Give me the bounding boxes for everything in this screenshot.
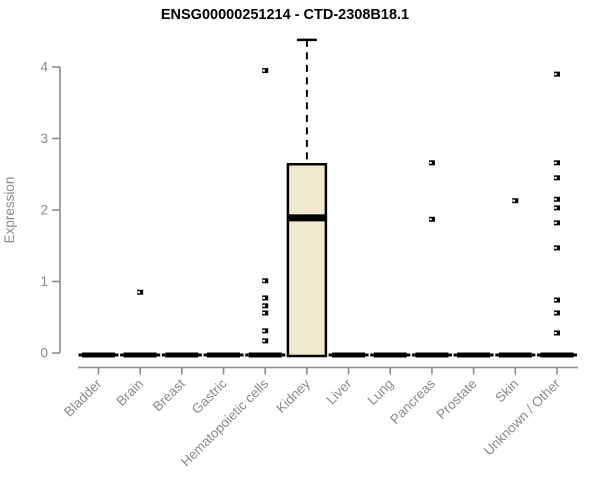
outlier-point-notch — [554, 221, 557, 224]
outlier-point-unknown-other — [553, 220, 560, 226]
median-line-kidney — [287, 214, 326, 222]
outlier-point-hematopoietic-cells — [262, 295, 269, 301]
outlier-point-hematopoietic-cells — [262, 278, 269, 284]
outlier-point-unknown-other — [553, 71, 560, 77]
outlier-point-notch — [262, 69, 266, 72]
outlier-point-notch — [262, 279, 266, 282]
outlier-point-notch — [554, 206, 557, 209]
flat-box-cap-right-brain — [156, 353, 161, 357]
y-tick-label: 1 — [40, 274, 48, 289]
flat-box-cap-left-lung — [370, 353, 374, 357]
outlier-point-unknown-other — [553, 205, 560, 211]
x-tick-label-skin: Skin — [492, 376, 521, 405]
x-tick-label-unknown-other: Unknown / Other — [481, 376, 564, 459]
outlier-point-unknown-other — [553, 160, 560, 166]
outlier-point-hematopoietic-cells — [262, 310, 269, 316]
flat-box-cap-right-prostate — [490, 353, 494, 357]
flat-box-brain — [123, 352, 157, 358]
flat-box-cap-right-liver — [365, 353, 369, 357]
outlier-point-pancreas — [428, 160, 435, 166]
outlier-point-brain — [137, 289, 144, 295]
outlier-point-notch — [554, 246, 557, 249]
y-axis-label: Expression — [2, 177, 17, 244]
flat-box-gastric — [207, 352, 241, 358]
x-tick-label-prostate: Prostate — [434, 376, 480, 422]
flat-box-cap-left-skin — [495, 353, 499, 357]
outlier-point-notch — [554, 73, 557, 76]
flat-box-cap-left-unknown-other — [536, 353, 541, 357]
outlier-point-notch — [554, 299, 557, 302]
flat-box-liver — [332, 352, 366, 358]
outlier-point-notch — [554, 161, 557, 164]
outlier-point-notch — [554, 198, 557, 201]
outlier-point-notch — [512, 199, 516, 202]
outlier-point-unknown-other — [553, 297, 560, 303]
outlier-point-hematopoietic-cells — [262, 68, 269, 74]
x-tick-label-breast: Breast — [150, 376, 188, 414]
outlier-point-notch — [262, 296, 266, 299]
flat-box-cap-right-unknown-other — [573, 353, 577, 357]
flat-box-pancreas — [415, 352, 449, 358]
y-tick-label: 4 — [40, 60, 48, 75]
flat-box-cap-right-pancreas — [448, 353, 452, 357]
flat-box-cap-left-bladder — [78, 353, 82, 357]
outlier-point-unknown-other — [553, 330, 560, 336]
x-tick-label-pancreas: Pancreas — [387, 376, 438, 427]
outlier-point-unknown-other — [553, 196, 560, 202]
outlier-point-hematopoietic-cells — [262, 303, 269, 309]
y-tick-label: 2 — [40, 203, 48, 218]
outlier-point-hematopoietic-cells — [262, 328, 269, 334]
flat-box-cap-left-gastric — [203, 353, 208, 357]
outlier-point-notch — [554, 176, 557, 179]
outlier-point-hematopoietic-cells — [262, 338, 269, 344]
outlier-point-notch — [429, 218, 432, 221]
flat-box-cap-left-brain — [120, 353, 124, 357]
outlier-point-notch — [262, 304, 266, 307]
outlier-point-notch — [429, 161, 432, 164]
outlier-point-skin — [512, 198, 519, 204]
chart-title: ENSG00000251214 - CTD-2308B18.1 — [161, 7, 409, 23]
flat-box-cap-left-prostate — [453, 353, 458, 357]
outlier-point-unknown-other — [553, 310, 560, 316]
x-tick-label-kidney: Kidney — [273, 376, 313, 416]
flat-box-cap-right-breast — [198, 353, 202, 357]
outlier-point-unknown-other — [553, 175, 560, 181]
outlier-point-notch — [262, 311, 266, 314]
outlier-point-notch — [137, 291, 140, 294]
y-tick-label: 3 — [40, 131, 48, 146]
flat-box-cap-right-gastric — [240, 353, 244, 357]
flat-box-prostate — [457, 352, 491, 358]
x-tick-label-brain: Brain — [113, 376, 146, 409]
outlier-point-notch — [262, 329, 266, 332]
flat-box-cap-left-liver — [328, 353, 333, 357]
outlier-point-notch — [554, 311, 557, 314]
outlier-point-pancreas — [428, 216, 435, 222]
outlier-point-unknown-other — [553, 245, 560, 251]
x-tick-label-gastric: Gastric — [189, 376, 230, 417]
x-tick-label-bladder: Bladder — [61, 376, 105, 420]
flat-box-skin — [498, 352, 532, 358]
flat-box-cap-right-bladder — [115, 353, 119, 357]
flat-box-unknown-other — [540, 352, 574, 358]
flat-box-lung — [373, 352, 407, 358]
flat-box-cap-right-hematopoietic-cells — [281, 353, 286, 357]
outlier-point-notch — [262, 339, 266, 342]
x-tick-label-lung: Lung — [365, 376, 397, 408]
flat-box-hematopoietic-cells — [248, 352, 282, 358]
outlier-point-notch — [554, 331, 557, 334]
flat-box-cap-right-skin — [531, 353, 536, 357]
flat-box-breast — [165, 352, 199, 358]
flat-box-cap-left-pancreas — [411, 353, 416, 357]
box-kidney — [286, 162, 328, 358]
x-tick-label-liver: Liver — [323, 376, 355, 408]
flat-box-cap-left-breast — [161, 353, 166, 357]
flat-box-cap-right-lung — [406, 353, 411, 357]
y-tick-label: 0 — [40, 346, 48, 361]
flat-box-bladder — [82, 352, 115, 358]
flat-box-cap-left-hematopoietic-cells — [245, 353, 249, 357]
